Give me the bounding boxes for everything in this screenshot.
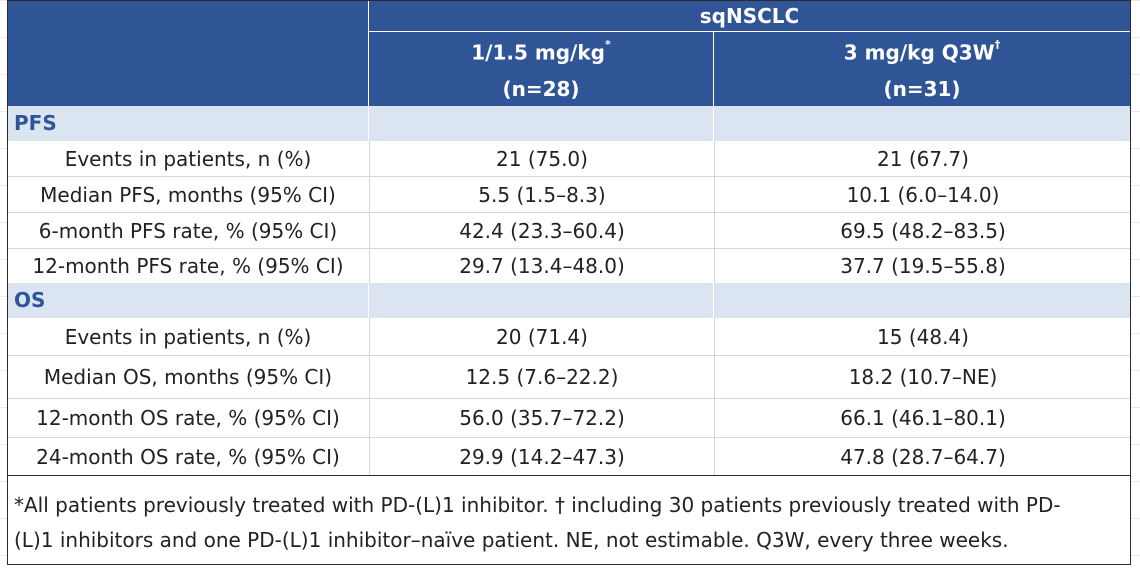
row-value: 37.7 (19.5–55.8) (714, 249, 1131, 283)
row-value: 56.0 (35.7–72.2) (369, 399, 714, 437)
row-label: 12-month PFS rate, % (95% CI) (32, 254, 344, 278)
row-label: 6-month PFS rate, % (95% CI) (38, 218, 338, 243)
footnote-divider (8, 475, 1130, 476)
column-n-label: (n=31) (883, 76, 961, 101)
row-value: 29.9 (14.2–47.3) (369, 438, 714, 475)
table-row: 6-month PFS rate, % (95% CI) 42.4 (23.3–… (8, 213, 1130, 249)
row-label: 24-month OS rate, % (95% CI) (36, 444, 340, 469)
row-label: Median PFS, months (95% CI) (40, 182, 336, 207)
table-row: Events in patients, n (%) 21 (75.0) 21 (… (8, 141, 1130, 177)
column-dose-label: 1/1.5 mg/kg (471, 40, 605, 65)
row-label: Events in patients, n (%) (64, 146, 312, 171)
header-blank-cell (8, 1, 368, 106)
row-value: 42.4 (23.3–60.4) (369, 213, 714, 248)
row-value: 66.1 (46.1–80.1) (714, 399, 1131, 437)
results-table: sqNSCLC 1/1.5 mg/kg* (n=28) 3 mg/kg Q3W†… (7, 0, 1131, 565)
row-value: 10.1 (6.0–14.0) (714, 177, 1131, 212)
table-row: 12-month PFS rate, % (95% CI) 29.7 (13.4… (8, 249, 1130, 283)
section-header-os: OS (8, 283, 1130, 318)
section-empty-cell (713, 106, 1131, 141)
header-divider (369, 31, 1130, 32)
row-value: 12.5 (7.6–22.2) (369, 356, 714, 398)
column-header-dose-low: 1/1.5 mg/kg* (n=28) (369, 32, 713, 106)
header-divider (368, 1, 369, 106)
row-value: 21 (67.7) (714, 141, 1131, 176)
row-value: 47.8 (28.7–64.7) (714, 438, 1131, 475)
table-row: 12-month OS rate, % (95% CI) 56.0 (35.7–… (8, 399, 1130, 438)
row-value: 21 (75.0) (369, 141, 714, 176)
row-value: 15 (48.4) (714, 318, 1131, 355)
table-row: Events in patients, n (%) 20 (71.4) 15 (… (8, 318, 1130, 356)
section-empty-cell (368, 106, 714, 141)
section-empty-cell (368, 283, 714, 318)
row-value: 20 (71.4) (369, 318, 714, 355)
column-footnote-mark: * (604, 38, 611, 52)
table-row: 24-month OS rate, % (95% CI) 29.9 (14.2–… (8, 438, 1130, 475)
table-footnote: *All patients previously treated with PD… (14, 488, 1124, 558)
section-title: PFS (14, 111, 57, 135)
row-value: 69.5 (48.2–83.5) (714, 213, 1131, 248)
column-footnote-mark: † (994, 38, 1001, 52)
table-row: Median PFS, months (95% CI) 5.5 (1.5–8.3… (8, 177, 1130, 213)
section-empty-cell (713, 283, 1131, 318)
column-header-dose-high: 3 mg/kg Q3W† (n=31) (714, 32, 1130, 106)
table-row: Median OS, months (95% CI) 12.5 (7.6–22.… (8, 356, 1130, 399)
column-n-label: (n=28) (502, 76, 580, 101)
row-value: 18.2 (10.7–NE) (714, 356, 1131, 398)
header-divider (713, 32, 714, 106)
row-value: 29.7 (13.4–48.0) (369, 249, 714, 283)
group-header: sqNSCLC (369, 1, 1130, 31)
section-header-pfs: PFS (8, 106, 1130, 141)
footnote-line: *All patients previously treated with PD… (14, 493, 1061, 517)
row-label: Median OS, months (95% CI) (43, 365, 333, 389)
row-label: 12-month OS rate, % (95% CI) (36, 406, 340, 430)
footnote-line: (L)1 inhibitors and one PD-(L)1 inhibito… (14, 528, 1009, 552)
row-label: Events in patients, n (%) (64, 324, 312, 349)
section-title: OS (14, 288, 46, 312)
row-value: 5.5 (1.5–8.3) (369, 177, 714, 212)
column-dose-label: 3 mg/kg Q3W (843, 40, 995, 65)
